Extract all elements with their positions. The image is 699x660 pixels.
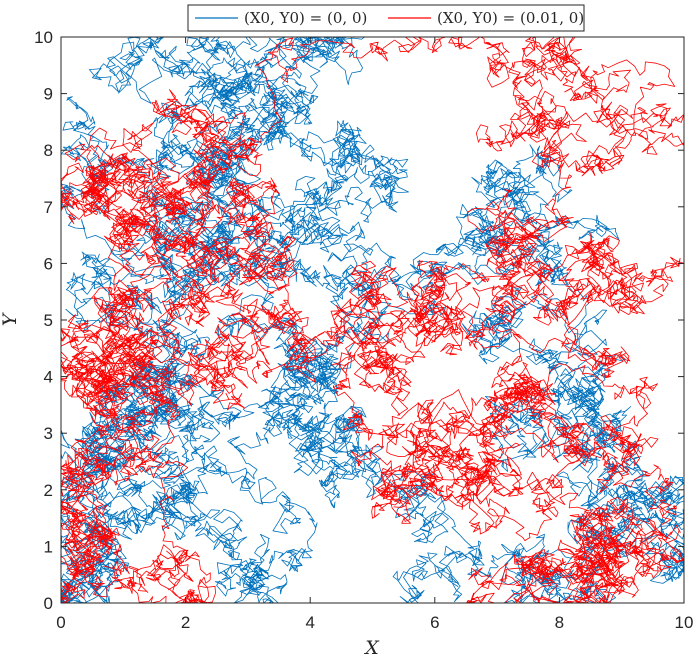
x-tick-label: 8	[555, 613, 564, 632]
plot-area	[60, 36, 685, 604]
x-axis: 0 2 4 6 8 10	[56, 37, 693, 632]
y-axis: 0 1 2 3 4 5 6 7 8 9 10	[34, 28, 684, 613]
x-tick-label: 6	[430, 613, 439, 632]
series-line-2	[61, 37, 684, 603]
y-tick-label: 5	[44, 311, 53, 330]
y-tick-label: 7	[44, 198, 53, 217]
x-tick-label: 4	[305, 613, 314, 632]
legend-box	[187, 4, 585, 32]
legend: (X0, Y0) = (0, 0) (X0, Y0) = (0.01, 0)	[187, 4, 585, 32]
y-tick-label: 0	[44, 594, 53, 613]
x-tick-label: 2	[181, 613, 190, 632]
y-tick-label: 9	[44, 85, 53, 104]
y-axis-label: Y	[0, 311, 21, 326]
y-tick-label: 2	[44, 481, 53, 500]
y-tick-label: 8	[44, 141, 53, 160]
x-axis-label: X	[363, 637, 380, 659]
y-tick-label: 3	[44, 424, 53, 443]
series-line-1	[61, 37, 684, 603]
legend-label-series-1: (X0, Y0) = (0, 0)	[244, 9, 367, 27]
x-tick-label: 0	[56, 613, 65, 632]
y-tick-label: 6	[44, 254, 53, 273]
x-tick-label: 10	[675, 613, 694, 632]
series-layer	[61, 37, 684, 603]
y-tick-label: 4	[44, 368, 53, 387]
legend-label-series-2: (X0, Y0) = (0.01, 0)	[437, 9, 584, 27]
y-tick-label: 1	[44, 537, 53, 556]
y-tick-label: 10	[34, 28, 53, 47]
